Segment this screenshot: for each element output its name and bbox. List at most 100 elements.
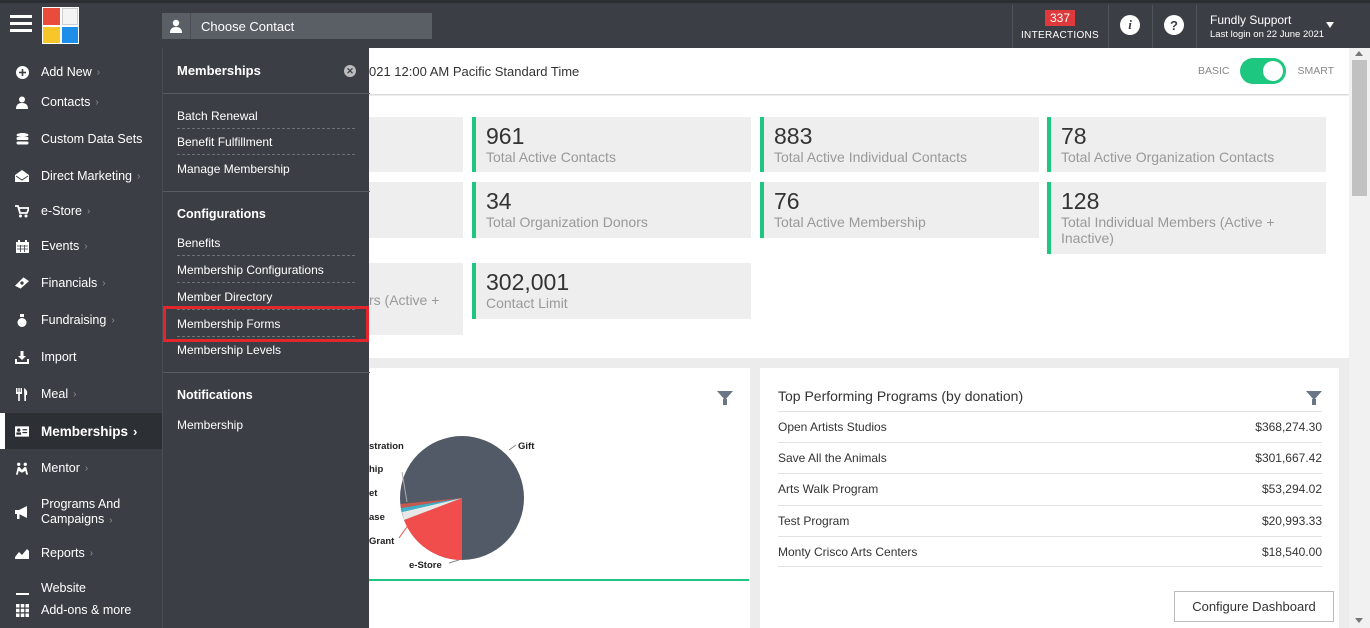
- flyout-item-membership-configurations[interactable]: Membership Configurations: [177, 263, 355, 283]
- stat-label: Total Active Individual Contacts: [774, 149, 967, 165]
- sidebar-item-direct-marketing[interactable]: Direct Marketing ›: [0, 165, 162, 187]
- table-row[interactable]: Save All the Animals $301,667.42: [778, 442, 1322, 473]
- user-name: Fundly Support: [1210, 13, 1292, 27]
- choose-contact-input[interactable]: Choose Contact: [162, 13, 432, 39]
- program-name: Arts Walk Program: [778, 482, 879, 496]
- filter-icon[interactable]: [1306, 391, 1322, 405]
- flyout-item-membership-notification[interactable]: Membership: [177, 418, 244, 432]
- memberships-flyout: Memberships ✕ Batch Renewal Benefit Fulf…: [162, 48, 370, 628]
- stat-value: 78: [1061, 123, 1087, 149]
- toggle-knob: [1262, 61, 1283, 81]
- sidebar-item-custom-data-sets[interactable]: Custom Data Sets: [0, 128, 162, 150]
- sidebar-item-label: Contacts: [41, 95, 91, 109]
- scroll-down-icon[interactable]: [1355, 618, 1363, 623]
- table-row[interactable]: Monty Crisco Arts Centers $18,540.00: [778, 536, 1322, 567]
- moneybag-icon: [15, 313, 29, 327]
- scroll-up-icon[interactable]: [1355, 51, 1363, 56]
- highlight-box: [163, 306, 369, 342]
- top-bar-border: [0, 0, 1370, 3]
- sidebar-item-meal[interactable]: Meal ›: [0, 383, 162, 405]
- pie-slice-e-store[interactable]: [404, 498, 462, 560]
- megaphone-icon: [15, 505, 29, 519]
- date-filter-bar: 021 12:00 AM Pacific Standard Time: [369, 48, 1349, 95]
- database-icon: [15, 132, 29, 146]
- sidebar-item-events[interactable]: Events ›: [0, 235, 162, 257]
- basic-smart-switch[interactable]: [1239, 58, 1286, 84]
- sidebar-item-programs-and-campaigns[interactable]: Programs And Campaigns ›: [0, 495, 162, 529]
- user-menu[interactable]: Fundly Support Last login on 22 June 202…: [1210, 13, 1324, 40]
- scrollbar[interactable]: [1349, 48, 1370, 628]
- leader-line: [448, 559, 460, 564]
- user-icon: [15, 95, 29, 109]
- flyout-item-membership-levels[interactable]: Membership Levels: [177, 343, 282, 357]
- flyout-item-member-directory[interactable]: Member Directory: [177, 290, 355, 310]
- sidebar-item-add-ons[interactable]: Add-ons & more: [0, 599, 162, 621]
- chevron-right-icon: ›: [137, 170, 141, 182]
- choose-contact-label: Choose Contact: [190, 13, 294, 39]
- close-icon[interactable]: ✕: [344, 65, 356, 77]
- chevron-right-icon: ›: [102, 277, 106, 289]
- pie-chart: [398, 436, 524, 564]
- stat-card: 961 Total Active Contacts: [472, 117, 751, 172]
- info-icon[interactable]: i: [1120, 15, 1140, 35]
- sidebar-item-label: Mentor: [41, 461, 80, 475]
- sidebar-item-label: Programs And Campaigns ›: [41, 497, 120, 528]
- pie-label: Gift: [518, 441, 535, 452]
- label-line-2: Campaigns: [41, 511, 105, 526]
- sidebar-item-import[interactable]: Import: [0, 346, 162, 368]
- sidebar: [0, 48, 162, 628]
- stat-value: 128: [1061, 188, 1100, 214]
- scrollbar-thumb[interactable]: [1352, 60, 1367, 196]
- date-range-text: 021 12:00 AM Pacific Standard Time: [369, 64, 580, 79]
- sidebar-item-label: Add New: [41, 65, 92, 79]
- stat-value: 302,001: [486, 269, 570, 295]
- sidebar-item-fundraising[interactable]: Fundraising ›: [0, 309, 162, 331]
- filter-icon[interactable]: [717, 391, 733, 405]
- sidebar-item-e-store[interactable]: e-Store ›: [0, 200, 162, 222]
- chevron-right-icon: ›: [84, 462, 89, 474]
- flyout-item-membership-forms[interactable]: Membership Forms: [177, 317, 355, 337]
- sidebar-item-label: Add-ons & more: [41, 603, 132, 617]
- stat-label: Contact Limit: [486, 295, 568, 311]
- sidebar-item-label: Import: [41, 350, 77, 364]
- table-row[interactable]: Open Artists Studios $368,274.30: [778, 411, 1322, 442]
- hamburger-menu-icon[interactable]: [10, 15, 32, 33]
- interactions-button[interactable]: 337 INTERACTIONS: [1016, 9, 1104, 41]
- chevron-down-icon[interactable]: [1326, 22, 1334, 28]
- flyout-item-batch-renewal[interactable]: Batch Renewal: [177, 109, 355, 129]
- program-name: Open Artists Studios: [778, 420, 887, 434]
- sidebar-item-label: Custom Data Sets: [41, 132, 143, 146]
- flyout-item-benefit-fulfillment[interactable]: Benefit Fulfillment: [177, 135, 355, 155]
- chevron-right-icon: ›: [96, 66, 101, 78]
- sidebar-item-website[interactable]: Website: [0, 579, 162, 597]
- flyout-item-manage-membership[interactable]: Manage Membership: [177, 162, 290, 176]
- flyout-item-benefits[interactable]: Benefits: [177, 236, 355, 256]
- table-row[interactable]: Arts Walk Program $53,294.02: [778, 473, 1322, 504]
- configure-dashboard-button[interactable]: Configure Dashboard: [1174, 591, 1334, 622]
- help-icon[interactable]: ?: [1164, 15, 1184, 35]
- stat-label: Total Active Organization Contacts: [1061, 149, 1275, 165]
- import-icon: [15, 350, 29, 364]
- chart-icon: [15, 546, 29, 560]
- stat-card: 78 Total Active Organization Contacts: [1047, 117, 1326, 172]
- pie-slice-grant[interactable]: [402, 498, 462, 520]
- table-row[interactable]: Test Program $20,993.33: [778, 505, 1322, 536]
- sidebar-item-mentor[interactable]: Mentor ›: [0, 457, 162, 479]
- divider: [163, 191, 370, 192]
- sidebar-item-contacts[interactable]: Contacts ›: [0, 92, 162, 112]
- money-icon: [15, 276, 29, 290]
- stat-card-partial: rs (Active +: [369, 263, 463, 335]
- sidebar-item-add-new[interactable]: Add New ›: [0, 60, 162, 84]
- program-amount: $301,667.42: [1255, 451, 1322, 465]
- sidebar-item-financials[interactable]: Financials ›: [0, 272, 162, 294]
- app-logo[interactable]: [42, 7, 79, 44]
- website-icon: [15, 581, 29, 595]
- pie-label: ase: [369, 512, 385, 523]
- sidebar-item-reports[interactable]: Reports ›: [0, 542, 162, 564]
- stat-label: Total Individual Members (Active + Inacti…: [1061, 214, 1326, 246]
- view-mode-toggle: BASIC SMART: [1198, 58, 1334, 84]
- pie-slice-purchase[interactable]: [401, 498, 462, 512]
- sidebar-item-label: Fundraising: [41, 313, 107, 327]
- sidebar-item-memberships[interactable]: Memberships ›: [0, 413, 162, 449]
- pie-slice-ticket[interactable]: [400, 498, 463, 508]
